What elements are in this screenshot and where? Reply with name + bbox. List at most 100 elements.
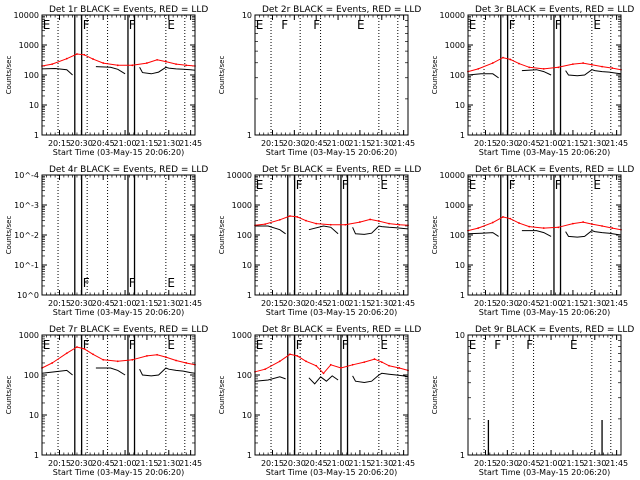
marker-label: E: [469, 338, 477, 352]
marker-label: F: [494, 338, 501, 352]
x-tick-label: 21:45: [605, 299, 628, 308]
lld-data-point: [315, 222, 318, 225]
x-tick-label: 20:45: [92, 459, 115, 468]
y-tick-label: 1: [460, 451, 465, 460]
lld-data-point: [83, 53, 86, 56]
y-tick-label: 1: [247, 291, 252, 300]
marker-label: E: [357, 18, 365, 32]
y-tick-label: 1000: [19, 41, 39, 50]
chart-panel-1: Det 1r BLACK = Events, RED = LLD Counts/s…: [5, 5, 208, 157]
x-tick-label: 21:30: [157, 459, 180, 468]
lld-data-point: [278, 218, 281, 221]
lld-data-point: [590, 223, 593, 226]
lld-data-point: [102, 358, 105, 361]
lld-data-point: [340, 367, 342, 369]
plot-frame: [467, 14, 622, 136]
chart-panel-4: Det 4r BLACK = Events, RED = LLD Counts/s…: [5, 165, 208, 317]
chart-title: Det 1r BLACK = Events, RED = LLD: [49, 5, 208, 15]
lld-data-point: [264, 368, 267, 371]
marker-label: E: [593, 178, 601, 192]
lld-data-point: [329, 223, 332, 226]
lld-data-point: [590, 63, 593, 66]
lld-data-point: [491, 221, 494, 224]
x-tick-label: 21:15: [135, 299, 158, 308]
marker-label: F: [83, 18, 90, 32]
x-tick-label: 21:30: [370, 459, 393, 468]
lld-data-point: [185, 64, 188, 67]
lld-data-point: [83, 347, 86, 350]
lld-data-point: [289, 215, 291, 217]
x-tick-label: 21:00: [327, 299, 350, 308]
x-tick-label: 20:45: [518, 459, 541, 468]
x-tick-label: 21:00: [540, 299, 563, 308]
x-tick-label: 21:45: [179, 139, 202, 148]
lld-data-point: [369, 218, 372, 221]
x-tick-label: 21:00: [114, 459, 137, 468]
x-tick-label: 21:15: [561, 299, 584, 308]
y-axis-label: Counts/sec: [5, 216, 13, 255]
plot-frame: [41, 174, 196, 296]
x-tick-label: 21:15: [135, 459, 158, 468]
chart-title: Det 3r BLACK = Events, RED = LLD: [475, 5, 634, 15]
lld-series-line: [254, 353, 409, 375]
events-series-line: [254, 372, 409, 385]
y-axis-label: Counts/sec: [431, 216, 439, 255]
marker-label: F: [555, 18, 562, 32]
y-tick-label: 100: [450, 71, 465, 80]
chart-title: Det 4r BLACK = Events, RED = LLD: [49, 165, 208, 175]
lld-data-point: [131, 358, 134, 361]
x-tick-label: 21:45: [605, 139, 628, 148]
events-series-line: [255, 225, 409, 235]
lld-data-point: [572, 63, 574, 66]
marker-label: E: [256, 18, 264, 32]
plot-frame: [467, 334, 622, 456]
lld-data-point: [351, 363, 354, 366]
y-tick-label: 1000: [232, 201, 252, 210]
y-tick-label: 10000: [440, 11, 465, 20]
x-tick-label: 21:45: [392, 299, 415, 308]
chart-title: Det 7r BLACK = Events, RED = LLD: [49, 325, 208, 335]
y-tick-label: 100: [450, 231, 465, 240]
marker-label: F: [342, 178, 349, 192]
plot-frame: [41, 14, 196, 136]
marker-label: F: [313, 18, 320, 32]
marker-label: E: [256, 338, 264, 352]
marker-label: F: [342, 338, 349, 352]
y-axis-label: Counts/sec: [5, 56, 13, 95]
lld-data-point: [477, 227, 480, 229]
lld-data-point: [572, 222, 574, 225]
lld-series-line: [41, 53, 196, 67]
x-tick-label: 20:30: [496, 139, 519, 148]
marker-label: F: [509, 178, 516, 192]
marker-label: F: [296, 178, 303, 192]
y-tick-label: 10^-2: [14, 231, 39, 240]
x-tick-label: 21:30: [157, 139, 180, 148]
lld-data-point: [377, 220, 380, 223]
chart-panel-2: Det 2r BLACK = Events, RED = LLD Counts/s…: [218, 5, 421, 157]
x-tick-label: 20:15: [261, 299, 284, 308]
y-axis-label: Counts/sec: [5, 376, 13, 415]
x-tick-label: 21:45: [179, 299, 202, 308]
y-tick-label: 10: [29, 411, 39, 420]
y-tick-label: 10^0: [17, 291, 39, 300]
lld-data-point: [344, 223, 347, 226]
marker-label: F: [83, 276, 90, 290]
chart-title: Det 6r BLACK = Events, RED = LLD: [475, 165, 634, 175]
lld-data-point: [398, 223, 401, 226]
plot-frame: [254, 174, 409, 296]
y-tick-label: 100: [24, 371, 39, 380]
marker-label: E: [43, 338, 51, 352]
lld-data-point: [65, 57, 68, 60]
marker-label: E: [167, 338, 175, 352]
y-tick-label: 1000: [445, 41, 465, 50]
lld-data-point: [373, 358, 376, 360]
events-series-line: [467, 69, 622, 79]
x-tick-label: 21:30: [157, 299, 180, 308]
x-axis-label: Start Time (03-May-15 20:06:20): [479, 468, 610, 477]
x-tick-label: 21:45: [392, 459, 415, 468]
lld-data-point: [398, 367, 401, 369]
plot-frame: [467, 174, 622, 296]
y-tick-label: 1: [34, 451, 39, 460]
plot-frame: [41, 334, 196, 456]
